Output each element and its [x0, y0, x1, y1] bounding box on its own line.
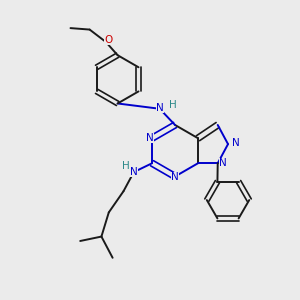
Text: H: H	[169, 100, 177, 110]
Text: N: N	[146, 133, 154, 142]
Text: N: N	[219, 158, 227, 168]
Text: N: N	[130, 167, 138, 177]
Text: N: N	[232, 138, 239, 148]
Text: H: H	[122, 160, 129, 171]
Text: N: N	[171, 172, 179, 182]
Text: N: N	[156, 103, 164, 113]
Text: O: O	[104, 35, 112, 46]
